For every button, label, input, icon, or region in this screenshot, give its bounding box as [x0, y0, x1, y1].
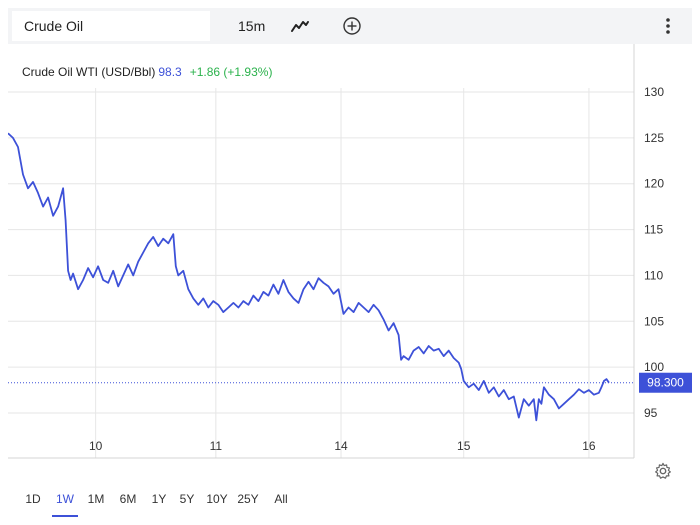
price-tag-label: 98.300 [647, 376, 684, 390]
plus-circle-icon[interactable] [342, 16, 362, 36]
range-1m[interactable]: 1M [87, 492, 105, 506]
x-tick-label: 10 [89, 439, 103, 453]
gear-icon[interactable] [654, 462, 672, 480]
range-5y[interactable]: 5Y [179, 492, 195, 506]
y-tick-label: 105 [644, 314, 664, 328]
range-1w[interactable]: 1W [52, 491, 78, 517]
x-tick-label: 11 [210, 439, 223, 453]
range-1y[interactable]: 1Y [151, 492, 167, 506]
line-chart-icon[interactable] [290, 16, 310, 36]
chart-widget: Crude Oil 15m Crude Oil WTI (USD/Bbl) 98.… [8, 8, 692, 518]
price-chart[interactable]: 95 100 105 110 115 120 125 130 10 11 14 15 16 98.300 [8, 8, 692, 478]
legend-change: +1.86 (+1.93%) [189, 65, 273, 79]
y-tick-label: 110 [644, 268, 663, 282]
interval-selector[interactable]: 15m [238, 18, 266, 34]
range-6m[interactable]: 6M [119, 492, 137, 506]
legend-price: 98.3 [158, 65, 182, 79]
chart-series [8, 132, 634, 422]
range-1d[interactable]: 1D [25, 492, 41, 506]
vertical-dots-icon[interactable] [658, 16, 678, 36]
chart-axes: 95 100 105 110 115 120 125 130 10 11 14 15 16 [8, 44, 664, 459]
price-tag-layer: 98.300 [639, 372, 692, 393]
range-25y[interactable]: 25Y [237, 492, 259, 506]
price-tag-bg [639, 372, 692, 393]
range-all[interactable]: All [274, 492, 288, 506]
symbol-search-input[interactable]: Crude Oil [12, 11, 210, 41]
y-tick-label: 125 [644, 131, 664, 145]
legend-series-name: Crude Oil WTI (USD/Bbl) [22, 65, 156, 79]
x-tick-label: 14 [334, 439, 348, 453]
y-tick-label: 95 [644, 406, 658, 420]
series-line [8, 132, 610, 422]
chart-grid [8, 88, 634, 458]
chart-legend: Crude Oil WTI (USD/Bbl) 98.3 +1.86 (+1.93%… [22, 65, 272, 79]
y-tick-label: 130 [644, 85, 664, 99]
range-10y[interactable]: 10Y [206, 492, 228, 506]
x-tick-label: 16 [582, 439, 596, 453]
y-tick-label: 115 [644, 223, 663, 237]
y-tick-label: 100 [644, 360, 664, 374]
chart-toolbar: Crude Oil 15m [8, 8, 692, 44]
y-tick-label: 120 [644, 177, 664, 191]
x-tick-label: 15 [457, 439, 471, 453]
